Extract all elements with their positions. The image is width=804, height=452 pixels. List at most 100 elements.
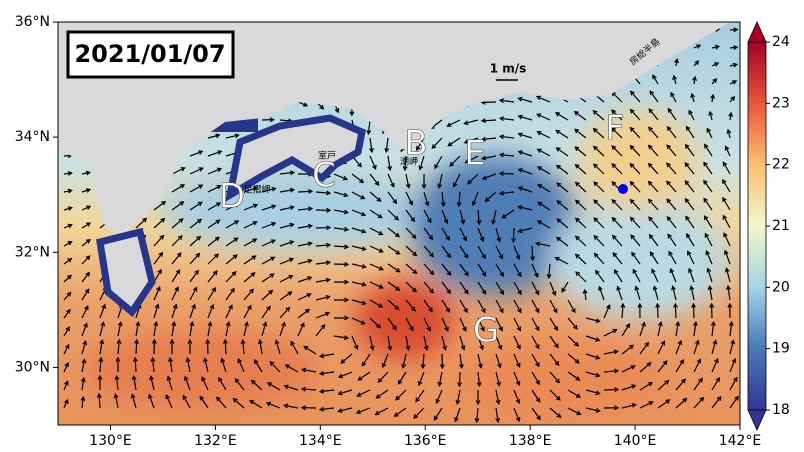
colorbar-tick-label: 23 xyxy=(772,95,790,111)
vector-arrow xyxy=(574,235,587,247)
vector-arrow xyxy=(131,374,137,391)
vector-arrow xyxy=(98,356,104,373)
vector-arrow xyxy=(459,299,468,314)
vector-arrow xyxy=(387,335,393,352)
vector-arrow xyxy=(673,302,678,319)
vector-arrow xyxy=(723,249,731,265)
date-box-frame xyxy=(66,30,235,79)
vector-arrow xyxy=(729,357,737,373)
vector-arrow xyxy=(303,345,317,355)
vector-arrow xyxy=(297,258,313,265)
vector-arrow xyxy=(279,222,295,229)
y-tick-label: 34°N xyxy=(15,129,50,145)
vector-arrow xyxy=(261,204,277,211)
vector-arrow xyxy=(531,389,541,403)
vector-arrow xyxy=(685,215,695,229)
vector-arrow xyxy=(413,407,425,419)
vector-arrow xyxy=(603,304,611,319)
vector-arrow xyxy=(729,27,739,33)
vector-arrow xyxy=(405,173,411,189)
vector-arrow xyxy=(629,126,641,139)
vector-arrow xyxy=(567,389,582,398)
vector-arrow xyxy=(63,241,73,247)
vector-arrow xyxy=(647,144,659,157)
vector-arrow xyxy=(333,335,350,341)
vector-arrow xyxy=(405,317,414,332)
place-name: 足摺岬 xyxy=(243,184,270,196)
vector-arrow xyxy=(567,353,580,364)
vector-arrow xyxy=(459,227,468,242)
vector-arrow xyxy=(649,251,659,265)
vector-arrow xyxy=(670,91,677,103)
vector-arrow xyxy=(207,185,222,193)
vector-arrow xyxy=(351,191,366,200)
vector-arrow xyxy=(611,234,623,247)
vector-arrow xyxy=(297,241,313,247)
vector-arrow xyxy=(63,398,69,409)
region-label: D xyxy=(219,177,245,217)
vector-arrow xyxy=(333,244,350,250)
vector-arrow xyxy=(395,389,407,401)
vector-arrow xyxy=(727,302,733,319)
vector-arrow xyxy=(387,227,401,238)
vector-arrow xyxy=(711,395,722,409)
vector-arrow xyxy=(611,145,623,157)
vector-arrow xyxy=(593,163,605,175)
vector-arrow xyxy=(405,299,416,312)
vector-arrow xyxy=(351,173,365,184)
vector-arrow xyxy=(722,214,731,229)
vector-arrow xyxy=(149,375,155,391)
vector-arrow xyxy=(357,371,371,381)
vector-arrow xyxy=(463,137,479,144)
vector-arrow xyxy=(225,271,237,283)
vector-arrow xyxy=(63,257,73,265)
vector-arrow xyxy=(513,317,522,332)
vector-arrow xyxy=(513,389,521,405)
vector-arrow xyxy=(574,217,587,229)
vector-arrow xyxy=(423,191,430,207)
vector-arrow xyxy=(652,285,659,301)
colorbar xyxy=(747,21,767,431)
vector-arrow xyxy=(80,395,86,409)
vector-arrow xyxy=(484,191,497,203)
vector-arrow xyxy=(651,268,659,283)
vector-arrow xyxy=(315,260,332,266)
vector-arrow xyxy=(225,133,240,139)
vector-arrow xyxy=(620,302,626,319)
vector-arrow xyxy=(222,338,228,355)
vector-arrow xyxy=(381,353,389,369)
vector-arrow xyxy=(225,287,235,301)
vector-arrow xyxy=(447,137,461,147)
vector-arrow xyxy=(481,173,497,181)
vector-arrow xyxy=(454,407,461,423)
vector-arrow xyxy=(592,110,605,121)
vector-arrow xyxy=(639,381,653,391)
vector-arrow xyxy=(297,293,312,301)
vector-arrow xyxy=(693,60,700,67)
vector-arrow xyxy=(369,209,383,219)
vector-arrow xyxy=(498,98,515,104)
vector-arrow xyxy=(467,173,479,185)
vector-arrow xyxy=(437,371,443,387)
vector-arrow xyxy=(135,217,148,229)
vector-arrow xyxy=(201,376,209,391)
colorbar-tick-label: 21 xyxy=(772,218,790,234)
vector-arrow xyxy=(517,186,533,193)
vector-arrow xyxy=(405,209,416,223)
vector-arrow xyxy=(150,356,156,373)
vector-arrow xyxy=(405,227,417,240)
vector-arrow xyxy=(301,367,317,373)
vector-arrow xyxy=(621,384,637,391)
vector-arrow xyxy=(710,93,715,103)
vector-arrow xyxy=(369,299,384,308)
vector-arrow xyxy=(693,339,700,355)
vector-arrow xyxy=(171,303,178,319)
vector-arrow xyxy=(495,389,501,405)
vector-arrow xyxy=(63,291,72,301)
vector-arrow xyxy=(284,364,299,373)
vector-arrow xyxy=(611,216,623,229)
vector-arrow xyxy=(369,155,377,170)
vector-arrow xyxy=(333,315,350,321)
vector-arrow xyxy=(711,376,720,391)
